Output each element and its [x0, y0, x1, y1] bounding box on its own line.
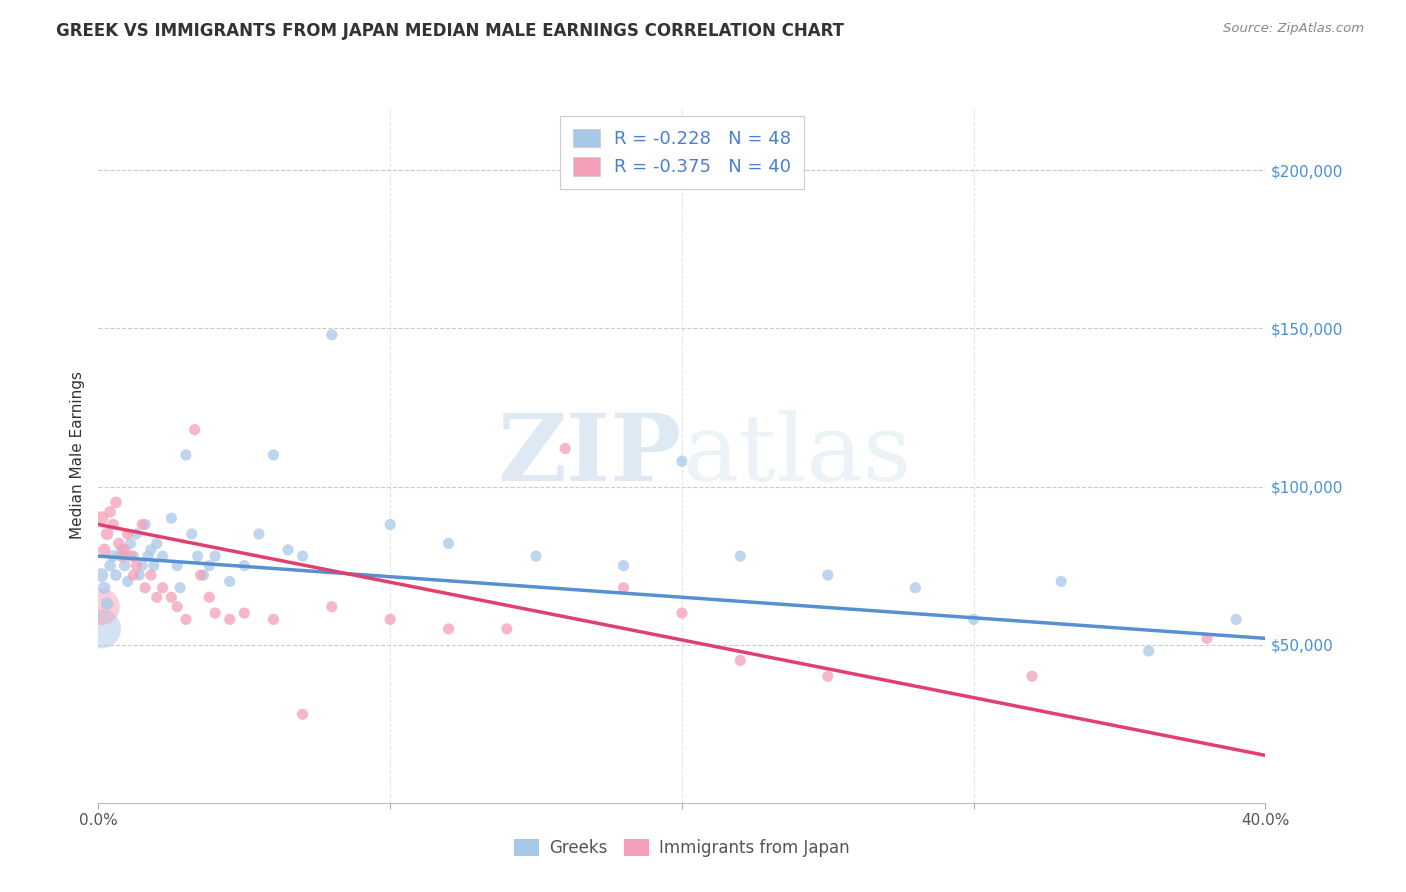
Point: [380, 612, 402, 626]
Point: [187, 549, 209, 563]
Point: [125, 558, 148, 573]
Point: [671, 454, 693, 468]
Point: [114, 558, 136, 573]
Point: [198, 558, 221, 573]
Point: [122, 549, 145, 563]
Legend: Greeks, Immigrants from Japan: Greeks, Immigrants from Japan: [508, 832, 856, 864]
Point: [128, 568, 150, 582]
Point: [1225, 612, 1247, 626]
Point: [190, 568, 212, 582]
Point: [146, 536, 169, 550]
Text: Source: ZipAtlas.com: Source: ZipAtlas.com: [1223, 22, 1364, 36]
Y-axis label: Median Male Earnings: Median Male Earnings: [69, 371, 84, 539]
Point: [98, 505, 121, 519]
Point: [114, 542, 136, 557]
Point: [247, 527, 270, 541]
Point: [104, 568, 127, 582]
Point: [218, 612, 240, 626]
Text: ZIP: ZIP: [498, 410, 682, 500]
Point: [321, 327, 343, 342]
Point: [160, 591, 183, 605]
Point: [193, 568, 215, 582]
Point: [174, 448, 197, 462]
Point: [962, 612, 984, 626]
Point: [90, 511, 112, 525]
Point: [204, 606, 226, 620]
Point: [96, 597, 118, 611]
Text: GREEK VS IMMIGRANTS FROM JAPAN MEDIAN MALE EARNINGS CORRELATION CHART: GREEK VS IMMIGRANTS FROM JAPAN MEDIAN MA…: [56, 22, 844, 40]
Point: [1195, 632, 1218, 646]
Point: [122, 568, 145, 582]
Point: [1137, 644, 1160, 658]
Point: [437, 536, 460, 550]
Point: [233, 606, 256, 620]
Point: [904, 581, 927, 595]
Point: [612, 581, 634, 595]
Point: [134, 581, 156, 595]
Point: [146, 591, 169, 605]
Point: [131, 558, 153, 573]
Point: [277, 542, 299, 557]
Point: [152, 549, 174, 563]
Point: [93, 542, 115, 557]
Point: [817, 669, 839, 683]
Point: [554, 442, 576, 456]
Point: [817, 568, 839, 582]
Point: [90, 568, 112, 582]
Point: [496, 622, 519, 636]
Point: [104, 495, 127, 509]
Point: [96, 527, 118, 541]
Text: atlas: atlas: [682, 410, 911, 500]
Point: [1050, 574, 1073, 589]
Point: [174, 612, 197, 626]
Point: [730, 549, 752, 563]
Point: [321, 599, 343, 614]
Point: [101, 517, 124, 532]
Point: [291, 549, 314, 563]
Point: [152, 581, 174, 595]
Point: [671, 606, 693, 620]
Point: [180, 527, 202, 541]
Point: [98, 558, 121, 573]
Point: [198, 591, 221, 605]
Point: [125, 527, 148, 541]
Point: [204, 549, 226, 563]
Point: [120, 536, 142, 550]
Point: [730, 653, 752, 667]
Point: [524, 549, 547, 563]
Point: [136, 549, 159, 563]
Point: [120, 549, 142, 563]
Point: [380, 517, 402, 532]
Point: [111, 542, 134, 557]
Point: [160, 511, 183, 525]
Point: [139, 568, 162, 582]
Point: [262, 612, 284, 626]
Point: [612, 558, 634, 573]
Point: [117, 527, 139, 541]
Point: [233, 558, 256, 573]
Point: [111, 549, 134, 563]
Point: [166, 599, 188, 614]
Point: [134, 517, 156, 532]
Point: [1021, 669, 1043, 683]
Point: [101, 549, 124, 563]
Point: [93, 581, 115, 595]
Point: [291, 707, 314, 722]
Point: [166, 558, 188, 573]
Point: [108, 536, 131, 550]
Point: [169, 581, 191, 595]
Point: [90, 622, 112, 636]
Point: [437, 622, 460, 636]
Point: [90, 599, 112, 614]
Point: [117, 574, 139, 589]
Point: [218, 574, 240, 589]
Point: [142, 558, 165, 573]
Point: [139, 542, 162, 557]
Point: [183, 423, 205, 437]
Point: [131, 517, 153, 532]
Point: [262, 448, 284, 462]
